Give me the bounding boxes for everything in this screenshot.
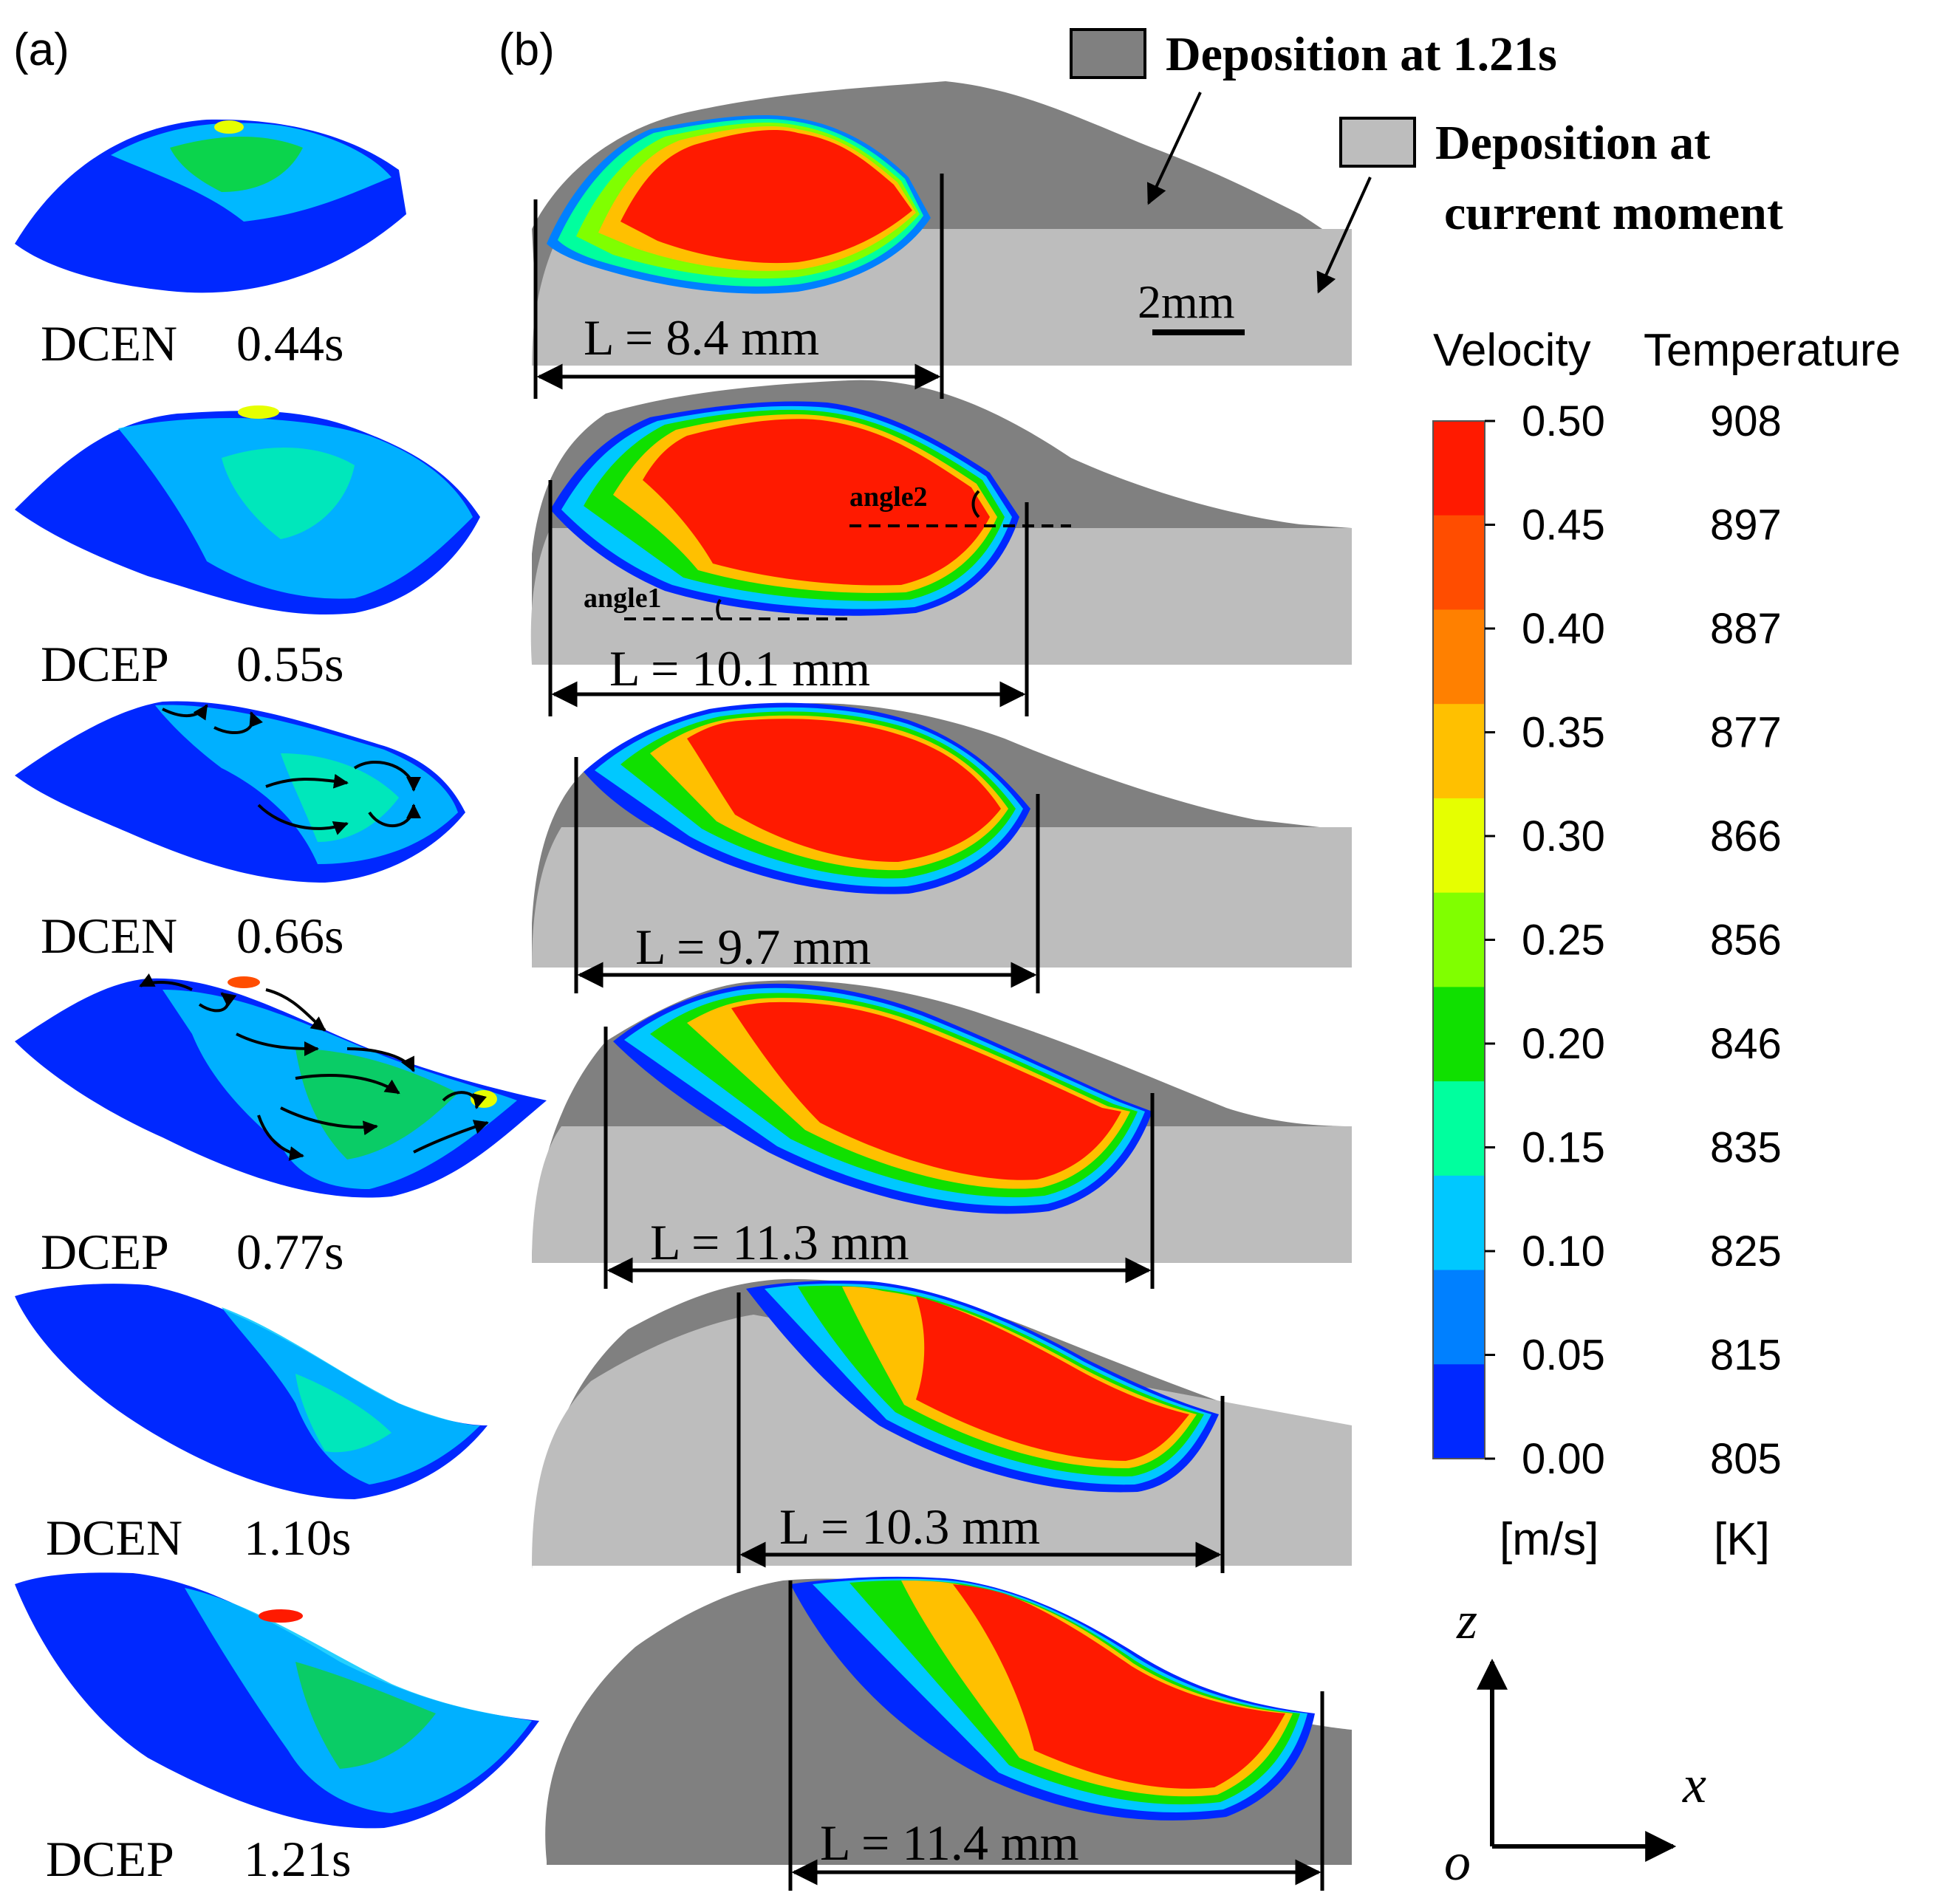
colorbar-swatch [1433,421,1485,516]
colorbar-velocity-tick-label: 0.35 [1522,709,1605,757]
panel-a-pool-2 [15,405,480,614]
melt-pool-row-6 [790,1576,1315,1821]
melt-pool-row-5 [746,1280,1219,1493]
colorbar-velocity-tick-label: 0.05 [1522,1332,1605,1380]
colorbar-temperature-tick-label: 835 [1710,1124,1782,1172]
colorbar-temperature-unit: [K] [1714,1514,1770,1565]
colorbar-velocity-tick-label: 0.00 [1522,1435,1605,1483]
colorbar-swatch [1433,609,1485,705]
colorbar-temperature-tick-label: 805 [1710,1435,1782,1483]
panel-b-label: (b) [499,24,555,75]
caption-time-3: 0.66s [236,908,343,964]
colorbar-temperature-tick-label: 887 [1710,605,1782,653]
legend-swatch-light [1339,117,1416,168]
coordinate-axes [1477,1658,1677,1862]
colorbar-velocity-tick-label: 0.20 [1522,1020,1605,1068]
caption-mode-4: DCEP [41,1224,169,1280]
colorbar-velocity-tick-label: 0.45 [1522,501,1605,549]
colorbar-swatch [1433,987,1485,1082]
panel-a-pool-3 [15,701,465,883]
colorbar-velocity-tick-label: 0.15 [1522,1124,1605,1172]
caption-time-2: 0.55s [236,636,343,692]
legend-swatch-dark [1070,28,1146,79]
axis-x-label: x [1682,1755,1706,1814]
colorbar-swatch [1433,704,1485,799]
colorbar-swatch [1433,1081,1485,1177]
panel-a-pool-5 [15,1284,488,1499]
colorbar-velocity-title: Velocity [1433,325,1591,376]
legend-dark-label: Deposition at 1.21s [1166,27,1557,81]
colorbar [1432,420,1485,1459]
panel-a-label: (a) [13,24,69,75]
caption-mode-2: DCEP [41,636,169,692]
colorbar-temperature-tick-label: 825 [1710,1227,1782,1275]
colorbar-velocity-tick-label: 0.40 [1522,605,1605,653]
panel-a-pool-1 [15,119,406,293]
colorbar-velocity-tick-label: 0.10 [1522,1227,1605,1275]
caption-mode-5: DCEN [46,1510,182,1566]
scale-bar-label: 2mm [1138,275,1235,328]
colorbar-velocity-tick-label: 0.30 [1522,812,1605,860]
length-label-3: L = 9.7 mm [635,919,871,975]
dimension-lines [533,174,1324,1891]
colorbar-velocity-unit: [m/s] [1500,1514,1599,1565]
melt-pool-row-1 [547,114,931,294]
axis-origin-label: o [1444,1832,1471,1891]
colorbar-temperature-tick-label: 897 [1710,501,1782,549]
caption-time-4: 0.77s [236,1224,343,1280]
colorbar-velocity-tick-label: 0.50 [1522,397,1605,445]
colorbar-velocity-tick-label: 0.25 [1522,917,1605,965]
length-label-6: L = 11.4 mm [820,1815,1079,1871]
colorbar-temperature-tick-label: 815 [1710,1332,1782,1380]
length-label-5: L = 10.3 mm [779,1499,1040,1555]
caption-time-6: 1.21s [244,1831,351,1887]
melt-pool-row-3 [584,702,1030,894]
colorbar-temperature-tick-label: 908 [1710,397,1782,445]
legend-pointer-arrows [1146,92,1372,294]
colorbar-temperature-title: Temperature [1644,325,1901,376]
colorbar-swatch [1433,515,1485,610]
colorbar-swatch [1433,1175,1485,1271]
caption-mode-3: DCEN [41,908,177,964]
panel-a-flow-arrows-3 [162,704,421,835]
length-label-1: L = 8.4 mm [584,309,819,366]
angle-markers [624,490,1071,620]
panel-a-flow-arrows-4 [139,973,489,1161]
colorbar-temperature-tick-label: 877 [1710,709,1782,757]
colorbar-temperature-tick-label: 866 [1710,812,1782,860]
colorbar-swatch [1433,892,1485,987]
length-label-4: L = 11.3 mm [650,1214,909,1270]
panel-a-pool-6 [15,1572,539,1829]
angle2-label: angle2 [849,482,928,513]
colorbar-temperature-tick-label: 856 [1710,917,1782,965]
colorbar-swatch [1433,1270,1485,1365]
caption-time-1: 0.44s [236,315,343,371]
caption-time-5: 1.10s [244,1510,351,1566]
length-label-2: L = 10.1 mm [609,640,870,696]
colorbar-swatch [1433,798,1485,894]
legend-light-label-1: Deposition at [1435,116,1710,170]
caption-mode-1: DCEN [41,315,177,371]
caption-mode-6: DCEP [46,1831,174,1887]
legend-light-label-2: current moment [1444,186,1783,240]
melt-pool-row-4 [613,983,1152,1214]
panel-a-pool-4 [15,976,547,1198]
melt-pool-row-2 [550,401,1019,616]
axis-z-label: z [1456,1591,1477,1650]
angle1-label: angle1 [584,583,662,614]
colorbar-temperature-tick-label: 846 [1710,1020,1782,1068]
colorbar-swatch [1433,1364,1485,1459]
